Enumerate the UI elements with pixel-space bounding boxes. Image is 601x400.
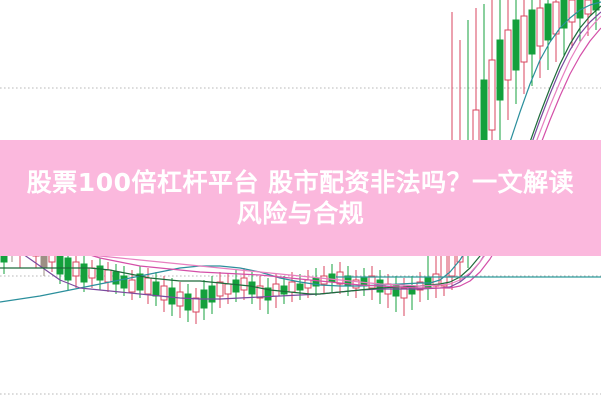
- candle-body: [280, 285, 288, 295]
- candle-body: [464, 159, 472, 241]
- candle-body: [288, 281, 296, 293]
- candlestick: [296, 274, 304, 300]
- candle-body: [40, 235, 48, 269]
- candlestick: [528, 0, 536, 86]
- candlestick: [72, 254, 80, 288]
- candle-body: [16, 237, 24, 251]
- candlestick: [248, 272, 256, 304]
- candle-body: [168, 287, 176, 305]
- candle-body: [560, 0, 568, 29]
- candle-body: [232, 279, 240, 293]
- candlestick: [280, 276, 288, 304]
- candle-body: [80, 263, 88, 283]
- candle-body: [160, 285, 168, 301]
- candlestick: [120, 266, 128, 296]
- candle-body: [456, 199, 464, 263]
- candle-body: [152, 281, 160, 297]
- candle-body: [504, 29, 512, 81]
- candlestick: [560, 0, 568, 56]
- candlestick: [192, 288, 200, 324]
- candle-body: [136, 273, 144, 291]
- candlestick: [216, 272, 224, 308]
- candle-body: [512, 19, 520, 71]
- candle-body: [64, 257, 72, 281]
- candle-body: [248, 281, 256, 295]
- candle-body: [528, 9, 536, 55]
- candlestick: [232, 270, 240, 302]
- candle-body: [552, 1, 560, 35]
- candle-body: [544, 3, 552, 41]
- candle-body: [296, 283, 304, 291]
- candle-body: [192, 297, 200, 313]
- candlestick: [320, 266, 328, 294]
- candle-body: [568, 0, 576, 23]
- candle-body: [176, 291, 184, 307]
- candle-body: [216, 281, 224, 297]
- candle-body: [320, 275, 328, 285]
- candle-body: [536, 7, 544, 47]
- candlestick: [160, 276, 168, 312]
- candle-body: [0, 231, 8, 263]
- candle-body: [496, 39, 504, 101]
- candlestick: [136, 266, 144, 298]
- candle-body: [88, 267, 96, 279]
- candle-body: [520, 15, 528, 63]
- candlestick: [520, 0, 528, 94]
- candlestick: [336, 262, 344, 294]
- candle-body: [392, 285, 400, 297]
- candle-body: [144, 277, 152, 295]
- candle-body: [400, 287, 408, 299]
- candle-body: [256, 285, 264, 299]
- candle-body: [72, 261, 80, 277]
- candle-body: [368, 275, 376, 289]
- candlestick: [544, 0, 552, 70]
- candlestick: [392, 276, 400, 312]
- candle-body: [112, 271, 120, 285]
- candle-body: [208, 285, 216, 303]
- candlestick: [504, 0, 512, 120]
- candle-body: [336, 271, 344, 285]
- candle-body: [480, 79, 488, 171]
- candle-body: [96, 265, 104, 281]
- candlestick: [96, 258, 104, 290]
- candle-body: [488, 59, 496, 131]
- candle-body: [48, 247, 56, 263]
- candlestick: [184, 284, 192, 322]
- candle-body: [56, 251, 64, 275]
- candle-body: [8, 235, 16, 245]
- candle-body: [264, 287, 272, 301]
- candle-body: [328, 273, 336, 283]
- candle-body: [184, 293, 192, 311]
- candle-body: [240, 277, 248, 291]
- candlestick: [536, 0, 544, 78]
- candle-body: [224, 283, 232, 295]
- candle-body: [472, 109, 480, 201]
- candle-body: [104, 269, 112, 283]
- candlestick: [496, 0, 504, 150]
- candlestick: [256, 276, 264, 310]
- candle-body: [120, 275, 128, 289]
- candle-body: [128, 279, 136, 293]
- candlestick: [176, 282, 184, 318]
- candlestick: [112, 264, 120, 294]
- candlestick: [240, 268, 248, 300]
- candlestick: [512, 0, 520, 104]
- candlestick: [80, 256, 88, 292]
